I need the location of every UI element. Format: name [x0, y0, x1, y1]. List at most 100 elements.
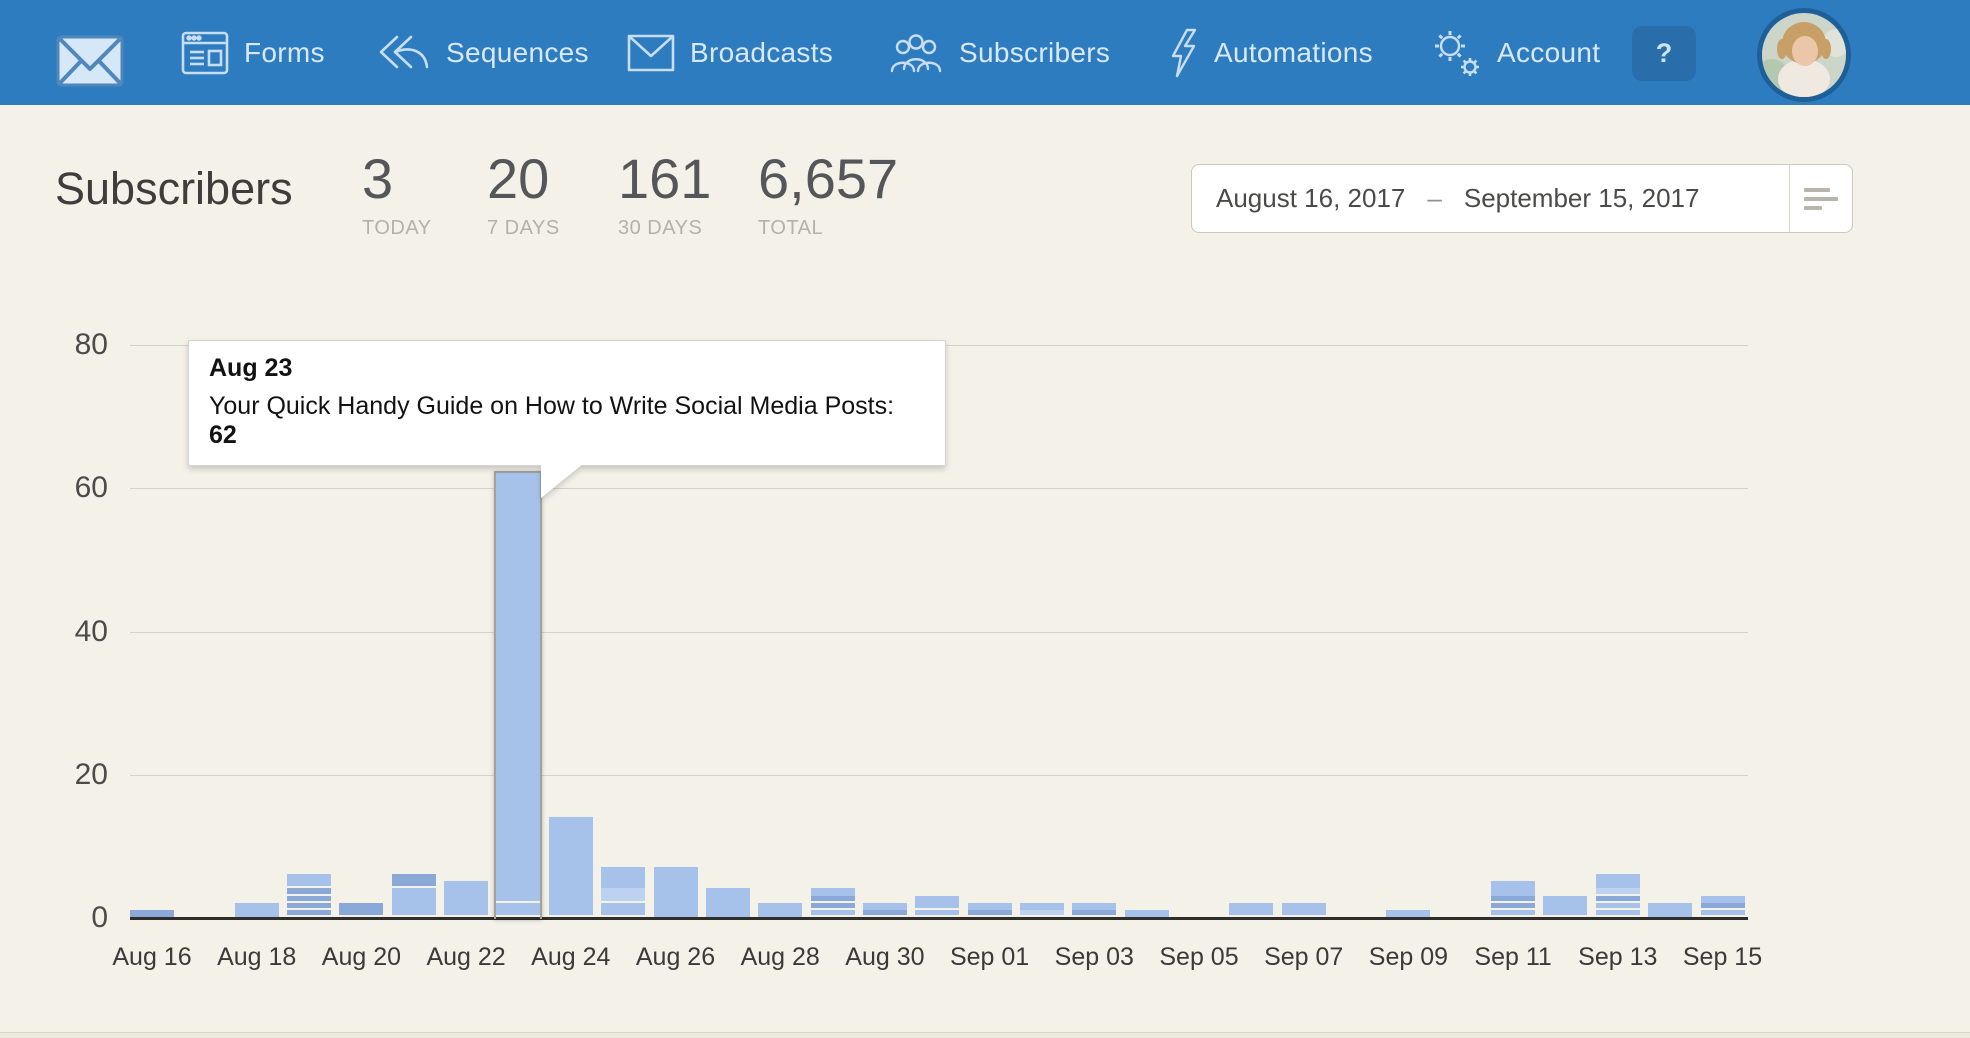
bar-sep-13[interactable] — [1595, 895, 1640, 901]
x-axis-tick-label: Aug 20 — [321, 943, 402, 971]
bar-sep-15[interactable] — [1700, 895, 1745, 903]
bar-aug-20[interactable] — [339, 902, 384, 910]
bar-sep-11[interactable] — [1491, 881, 1536, 896]
bar-aug-21[interactable] — [391, 881, 436, 887]
bar-aug-19[interactable] — [287, 895, 332, 901]
bar-sep-15[interactable] — [1700, 902, 1745, 908]
nav-item-subscribers[interactable]: Subscribers — [888, 0, 1110, 105]
bar-aug-19[interactable] — [287, 881, 332, 887]
bar-aug-30[interactable] — [862, 902, 907, 910]
bar-sep-03[interactable] — [1072, 902, 1117, 910]
chart-tooltip: Aug 23 Your Quick Handy Guide on How to … — [188, 340, 946, 498]
bar-sep-11[interactable] — [1491, 909, 1536, 915]
bar-aug-22[interactable] — [444, 902, 489, 915]
app-logo-envelope-icon[interactable] — [56, 35, 124, 87]
bar-sep-13[interactable] — [1595, 874, 1640, 889]
bottom-strip — [0, 1033, 1970, 1038]
bar-aug-19[interactable] — [287, 902, 332, 908]
bar-sep-13[interactable] — [1595, 909, 1640, 915]
bar-sep-15[interactable] — [1700, 909, 1745, 915]
x-axis-tick-label: Sep 05 — [1159, 943, 1239, 971]
bar-aug-23[interactable] — [496, 895, 541, 901]
stat-today: 3 TODAY — [362, 150, 432, 240]
bar-aug-16[interactable] — [130, 909, 174, 917]
bar-sep-06[interactable] — [1229, 902, 1274, 910]
bar-sep-11[interactable] — [1491, 895, 1536, 901]
bar-aug-29[interactable] — [810, 902, 855, 908]
nav-label-account: Account — [1497, 36, 1601, 68]
bar-aug-19[interactable] — [287, 874, 332, 882]
x-axis-tick-label: Aug 24 — [531, 943, 611, 971]
bar-aug-25[interactable] — [601, 888, 646, 901]
bar-aug-22[interactable] — [444, 881, 489, 903]
nav-label-sequences: Sequences — [446, 36, 589, 68]
avatar-photo — [1762, 13, 1846, 97]
bar-sep-03[interactable] — [1072, 909, 1117, 915]
bar-sep-01[interactable] — [967, 902, 1012, 910]
bar-sep-02[interactable] — [1019, 902, 1064, 910]
bar-sep-06[interactable] — [1229, 909, 1274, 915]
bar-aug-21[interactable] — [391, 888, 436, 915]
bar-sep-13[interactable] — [1595, 902, 1640, 908]
x-axis-tick-label: Sep 01 — [949, 943, 1030, 971]
stat-today-label: TODAY — [362, 217, 432, 239]
bar-aug-19[interactable] — [287, 909, 332, 915]
date-range-menu-button[interactable] — [1789, 165, 1852, 232]
bar-sep-14[interactable] — [1648, 902, 1693, 917]
bar-sep-01[interactable] — [967, 909, 1012, 915]
nav-item-forms[interactable]: Forms — [181, 0, 325, 105]
bar-aug-30[interactable] — [862, 909, 907, 915]
stat-30-days: 161 30 DAYS — [618, 150, 711, 240]
bar-aug-27[interactable] — [705, 888, 750, 917]
bar-aug-29[interactable] — [810, 888, 855, 896]
nav-item-account[interactable]: Account — [1430, 0, 1600, 105]
nav-label-automations: Automations — [1214, 36, 1373, 68]
bar-aug-23[interactable] — [496, 902, 541, 915]
bar-aug-31[interactable] — [915, 909, 960, 915]
x-axis-tick-label: Aug 22 — [426, 943, 506, 971]
bar-aug-31[interactable] — [915, 895, 960, 903]
bar-aug-19[interactable] — [287, 888, 332, 894]
bar-sep-07[interactable] — [1281, 902, 1326, 910]
bar-aug-20[interactable] — [339, 909, 384, 915]
bar-aug-25[interactable] — [601, 866, 646, 889]
bar-sep-09[interactable] — [1386, 909, 1431, 917]
nav-item-automations[interactable]: Automations — [1167, 0, 1373, 105]
automations-icon — [1171, 28, 1197, 77]
gridline-y-20 — [130, 774, 1748, 776]
bar-aug-24[interactable] — [548, 816, 593, 910]
bar-sep-13[interactable] — [1595, 888, 1640, 894]
x-axis-tick-label: Aug 28 — [740, 943, 820, 971]
bar-aug-24[interactable] — [548, 909, 593, 915]
x-axis-tick-label: Aug 18 — [217, 943, 297, 971]
stat-total: 6,657 TOTAL — [758, 150, 898, 240]
bar-sep-04[interactable] — [1124, 909, 1169, 917]
y-axis-tick-label: 40 — [74, 614, 108, 648]
x-axis-tick-label: Aug 26 — [635, 943, 716, 971]
x-axis-tick-label: Sep 15 — [1682, 943, 1763, 971]
avatar[interactable] — [1757, 8, 1851, 102]
tooltip-date: Aug 23 — [209, 354, 293, 382]
bar-sep-02[interactable] — [1019, 909, 1064, 915]
subscribers-icon — [890, 33, 942, 72]
nav-item-broadcasts[interactable]: Broadcasts — [627, 0, 833, 105]
bar-sep-12[interactable] — [1543, 895, 1588, 903]
bar-aug-29[interactable] — [810, 909, 855, 915]
bar-sep-07[interactable] — [1281, 909, 1326, 915]
bar-aug-29[interactable] — [810, 895, 855, 901]
x-axis-tick-label: Sep 11 — [1474, 943, 1552, 971]
bar-aug-28[interactable] — [758, 902, 803, 917]
x-axis-tick-label: Sep 07 — [1264, 943, 1344, 971]
stat-today-value: 3 — [362, 147, 394, 210]
date-range-picker[interactable]: August 16, 2017 – September 15, 2017 — [1191, 164, 1853, 233]
nav-item-sequences[interactable]: Sequences — [375, 0, 589, 105]
bar-aug-25[interactable] — [601, 902, 646, 915]
bar-aug-31[interactable] — [915, 902, 960, 908]
bar-sep-12[interactable] — [1543, 902, 1588, 915]
bar-sep-11[interactable] — [1491, 902, 1536, 908]
help-button[interactable]: ? — [1632, 26, 1696, 81]
bar-aug-18[interactable] — [234, 902, 279, 917]
bar-aug-23[interactable] — [496, 472, 541, 896]
bar-aug-21[interactable] — [391, 874, 436, 882]
bar-aug-26[interactable] — [653, 866, 698, 917]
